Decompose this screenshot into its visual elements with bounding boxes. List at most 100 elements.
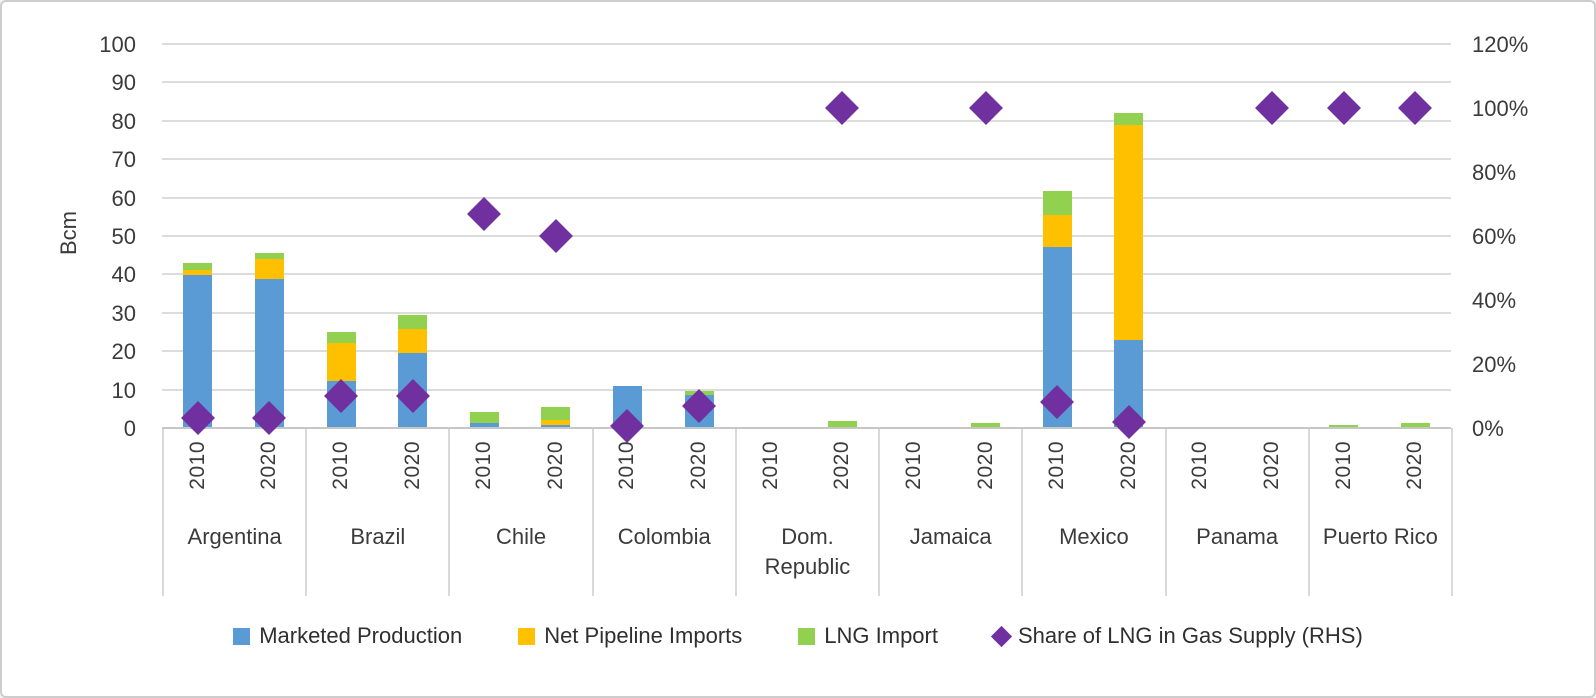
bar-segment-net-pipeline-imports — [1042, 214, 1072, 247]
left-axis-tick: 90 — [111, 70, 136, 96]
bar-segment-lng-import — [1400, 423, 1430, 428]
year-tick-label: 2010 — [1331, 441, 1355, 490]
year-tick-label: 2020 — [1116, 441, 1140, 490]
legend-label: LNG Import — [824, 623, 938, 648]
bar-segment-lng-import — [1042, 191, 1072, 215]
left-axis-tick: 100 — [99, 32, 136, 57]
lng-share-diamond — [467, 196, 502, 231]
year-tick-label: 2010 — [329, 441, 353, 490]
country-label: Dom. Republic — [764, 524, 851, 579]
gridline — [162, 196, 1451, 199]
year-tick-label: 2010 — [1045, 441, 1069, 490]
right-axis-tick: 20% — [1472, 352, 1517, 377]
right-axis-tick: 0% — [1472, 416, 1504, 441]
category-cell: 2010 2020 Panama — [1167, 428, 1310, 596]
country-label: Panama — [1196, 524, 1279, 549]
left-axis-tick: 60 — [111, 185, 136, 211]
legend-square-swatch-icon — [518, 627, 536, 645]
bar-segment-net-pipeline-imports — [183, 269, 213, 276]
gridline — [162, 81, 1451, 84]
lng-share-diamond — [538, 219, 573, 253]
bar-segment-lng-import — [254, 252, 284, 259]
gridline — [162, 273, 1451, 276]
bar-segment-net-pipeline-imports — [254, 258, 284, 280]
bar-segment-net-pipeline-imports — [326, 343, 356, 381]
category-cell: 2010 2020 Colombia — [594, 428, 737, 596]
bar-segment-lng-import — [398, 315, 428, 330]
bar-segment-lng-import — [183, 262, 213, 270]
left-axis-tick: 40 — [111, 262, 136, 288]
legend-square-swatch-icon — [798, 627, 816, 645]
gridline — [162, 350, 1451, 353]
right-axis-tick: 40% — [1472, 288, 1517, 313]
year-tick-label: 2020 — [257, 441, 281, 490]
bar-segment-net-pipeline-imports — [541, 420, 571, 425]
bar-segment-lng-import — [971, 423, 1001, 428]
legend-diamond-marker-icon — [990, 625, 1013, 647]
year-tick-label: 2020 — [1259, 441, 1283, 490]
year-tick-label: 2010 — [758, 441, 782, 490]
category-cell: 2010 2020 Mexico — [1023, 428, 1167, 596]
country-label: Colombia — [617, 524, 711, 549]
bar-segment-lng-import — [1329, 425, 1359, 428]
category-cell: 2010 2020 Chile — [450, 428, 594, 596]
legend-label: Share of LNG in Gas Supply (RHS) — [1017, 623, 1363, 648]
year-tick-label: 2020 — [543, 441, 567, 490]
right-axis-tick: 60% — [1472, 224, 1517, 249]
category-cell: 2010 2020 Puerto Rico — [1310, 428, 1453, 596]
left-axis-tick: 50 — [111, 224, 136, 249]
gridline — [162, 235, 1451, 237]
year-tick-label: 2010 — [472, 441, 496, 490]
bar-segment-lng-import — [541, 406, 571, 421]
country-label: Mexico — [1059, 524, 1129, 549]
left-axis-tick: 80 — [111, 108, 136, 134]
legend-square-swatch-icon — [233, 627, 251, 645]
right-axis-tick: 80% — [1472, 160, 1517, 185]
left-axis-tick: 30 — [111, 300, 136, 326]
bar-segment-lng-import — [326, 332, 356, 344]
legend-item: Share of LNG in Gas Supply (RHS) — [990, 623, 1363, 649]
category-cell: 2010 2020 Brazil — [307, 428, 451, 596]
category-cell: 2010 2020 Dom. Republic — [737, 428, 881, 596]
gridline — [162, 119, 1451, 122]
category-axis: 2010 2020 Argentina 2010 2020 Brazil 2010 2020 C… — [162, 428, 1453, 596]
legend-label: Marketed Production — [259, 623, 463, 648]
year-tick-label: 2010 — [1188, 441, 1212, 490]
bar-segment-lng-import — [1114, 113, 1144, 125]
x-axis-line — [162, 427, 1451, 429]
year-tick-label: 2020 — [1403, 441, 1427, 490]
bar-segment-lng-import — [827, 421, 857, 428]
legend-label: Net Pipeline Imports — [544, 623, 743, 648]
right-axis-tick: 100% — [1472, 96, 1529, 121]
left-axis-tick: 0 — [123, 416, 136, 441]
year-tick-label: 2020 — [687, 441, 711, 490]
gridline — [162, 158, 1451, 161]
bar-segment-marketed-production — [541, 424, 571, 428]
bar-segment-net-pipeline-imports — [1114, 124, 1144, 340]
left-axis-tick: 70 — [111, 147, 136, 173]
legend-item: Marketed Production — [233, 623, 462, 649]
left-axis-tick: 10 — [111, 377, 136, 403]
left-axis-tick: 20 — [111, 339, 136, 365]
country-label: Chile — [495, 524, 547, 549]
year-tick-label: 2020 — [830, 441, 854, 490]
bar-segment-marketed-production — [469, 423, 499, 428]
year-tick-label: 2010 — [901, 441, 925, 490]
country-label: Puerto Rico — [1322, 524, 1438, 549]
gridline — [162, 311, 1451, 314]
country-label: Brazil — [350, 524, 406, 549]
country-label: Jamaica — [909, 524, 992, 549]
right-axis-tick: 120% — [1472, 32, 1529, 57]
year-tick-label: 2010 — [615, 441, 639, 490]
country-label: Argentina — [187, 524, 282, 549]
legend: Marketed Production Net Pipeline Imports L… — [2, 614, 1594, 658]
year-tick-label: 2020 — [400, 441, 424, 490]
legend-item: LNG Import — [798, 623, 938, 649]
plot-area — [162, 43, 1451, 444]
legend-item: Net Pipeline Imports — [518, 623, 742, 649]
category-cell: 2010 2020 Argentina — [164, 428, 308, 596]
gridline — [162, 43, 1451, 45]
gridline — [162, 388, 1451, 391]
bar-segment-lng-import — [469, 411, 499, 424]
